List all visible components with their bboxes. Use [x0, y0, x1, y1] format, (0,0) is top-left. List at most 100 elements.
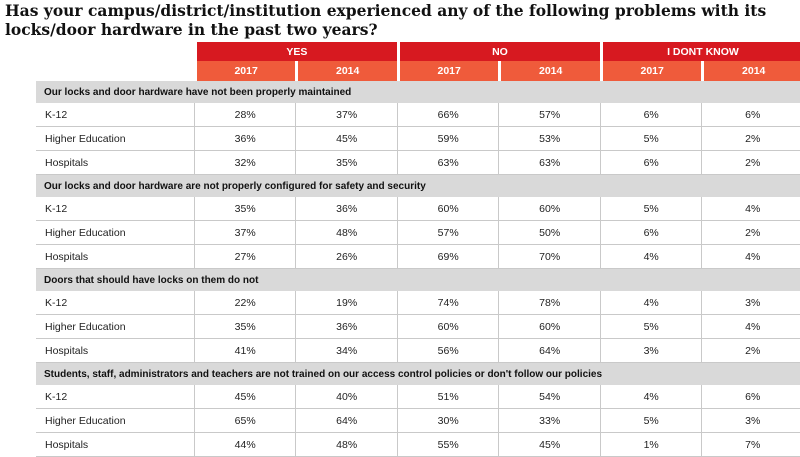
table-cell: 32% — [193, 151, 296, 175]
table-cell: 57% — [498, 103, 600, 127]
table-cell: 63% — [396, 151, 499, 175]
table-cell: 3% — [599, 339, 702, 363]
section-heading: Students, staff, administrators and teac… — [36, 363, 800, 385]
table-cell: 63% — [498, 151, 600, 175]
table-cell: 27% — [193, 245, 296, 269]
survey-table: YES NO I DONT KNOW 2017 2014 2017 2014 2… — [36, 42, 800, 457]
section-heading-row: Doors that should have locks on them do … — [36, 269, 800, 291]
table-cell: 70% — [498, 245, 600, 269]
page-title: Has your campus/district/institution exp… — [5, 1, 767, 39]
table-cell: 45% — [498, 433, 600, 457]
table-cell: 37% — [295, 103, 397, 127]
table-cell: 30% — [396, 409, 499, 433]
table-cell: 57% — [396, 221, 499, 245]
table-cell: 48% — [295, 433, 397, 457]
table-cell: 40% — [295, 385, 397, 409]
table-cell: 4% — [599, 291, 702, 315]
year-header: 2014 — [701, 61, 800, 81]
table-cell: 65% — [193, 409, 296, 433]
table-row: Higher Education 36% 45% 59% 53% 5% 2% — [36, 127, 800, 151]
row-label: Hospitals — [36, 245, 194, 269]
table-cell: 33% — [498, 409, 600, 433]
table-cell: 4% — [599, 385, 702, 409]
table-cell: 19% — [295, 291, 397, 315]
section-heading: Doors that should have locks on them do … — [36, 269, 800, 291]
table-cell: 44% — [193, 433, 296, 457]
table-cell: 48% — [295, 221, 397, 245]
row-label: Higher Education — [36, 221, 194, 245]
table-cell: 5% — [599, 409, 702, 433]
table-cell: 55% — [396, 433, 499, 457]
section-heading-row: Our locks and door hardware have not bee… — [36, 81, 800, 103]
table-cell: 28% — [193, 103, 296, 127]
row-label: Higher Education — [36, 409, 194, 433]
table-cell: 4% — [701, 245, 800, 269]
table-cell: 5% — [599, 127, 702, 151]
table-cell: 7% — [701, 433, 800, 457]
table-cell: 35% — [295, 151, 397, 175]
table-cell: 1% — [599, 433, 702, 457]
year-header: 2014 — [498, 61, 600, 81]
table-cell: 59% — [396, 127, 499, 151]
row-label: Higher Education — [36, 315, 194, 339]
header-spacer — [36, 42, 194, 61]
table-cell: 60% — [498, 315, 600, 339]
table-cell: 64% — [498, 339, 600, 363]
row-label: Hospitals — [36, 433, 194, 457]
section-heading-row: Our locks and door hardware are not prop… — [36, 175, 800, 197]
table-cell: 54% — [498, 385, 600, 409]
table-row: K-12 22% 19% 74% 78% 4% 3% — [36, 291, 800, 315]
table-row: K-12 28% 37% 66% 57% 6% 6% — [36, 103, 800, 127]
table-cell: 6% — [599, 151, 702, 175]
table-cell: 6% — [701, 103, 800, 127]
table-cell: 3% — [701, 409, 800, 433]
section-heading: Our locks and door hardware are not prop… — [36, 175, 800, 197]
year-header: 2017 — [599, 61, 702, 81]
table-cell: 4% — [701, 315, 800, 339]
table-cell: 60% — [396, 197, 499, 221]
table-row: Hospitals 32% 35% 63% 63% 6% 2% — [36, 151, 800, 175]
section-heading: Our locks and door hardware have not bee… — [36, 81, 800, 103]
group-header-no: NO — [396, 42, 600, 61]
table-cell: 4% — [599, 245, 702, 269]
table-cell: 26% — [295, 245, 397, 269]
table-row: K-12 45% 40% 51% 54% 4% 6% — [36, 385, 800, 409]
table-cell: 2% — [701, 221, 800, 245]
table-cell: 5% — [599, 315, 702, 339]
row-label: K-12 — [36, 103, 194, 127]
table-cell: 36% — [193, 127, 296, 151]
table-cell: 69% — [396, 245, 499, 269]
table-cell: 5% — [599, 197, 702, 221]
section-heading-row: Students, staff, administrators and teac… — [36, 363, 800, 385]
year-header-row: 2017 2014 2017 2014 2017 2014 — [36, 61, 800, 81]
table-cell: 60% — [396, 315, 499, 339]
table-cell: 64% — [295, 409, 397, 433]
row-label: K-12 — [36, 291, 194, 315]
group-header-dont-know: I DONT KNOW — [599, 42, 800, 61]
table-cell: 66% — [396, 103, 499, 127]
table-cell: 74% — [396, 291, 499, 315]
table-row: Hospitals 27% 26% 69% 70% 4% 4% — [36, 245, 800, 269]
row-label: K-12 — [36, 385, 194, 409]
group-header-yes: YES — [193, 42, 397, 61]
table-row: Hospitals 41% 34% 56% 64% 3% 2% — [36, 339, 800, 363]
year-header: 2017 — [193, 61, 296, 81]
table-row: Higher Education 65% 64% 30% 33% 5% 3% — [36, 409, 800, 433]
table-cell: 22% — [193, 291, 296, 315]
table-cell: 36% — [295, 315, 397, 339]
header-spacer — [36, 61, 194, 81]
table-cell: 45% — [193, 385, 296, 409]
row-label: Hospitals — [36, 151, 194, 175]
table-cell: 56% — [396, 339, 499, 363]
year-header: 2017 — [396, 61, 499, 81]
table-row: K-12 35% 36% 60% 60% 5% 4% — [36, 197, 800, 221]
table-cell: 34% — [295, 339, 397, 363]
table-cell: 37% — [193, 221, 296, 245]
table-cell: 6% — [599, 221, 702, 245]
table-cell: 50% — [498, 221, 600, 245]
table-row: Higher Education 37% 48% 57% 50% 6% 2% — [36, 221, 800, 245]
table-cell: 53% — [498, 127, 600, 151]
table-cell: 4% — [701, 197, 800, 221]
table-cell: 6% — [701, 385, 800, 409]
row-label: Hospitals — [36, 339, 194, 363]
